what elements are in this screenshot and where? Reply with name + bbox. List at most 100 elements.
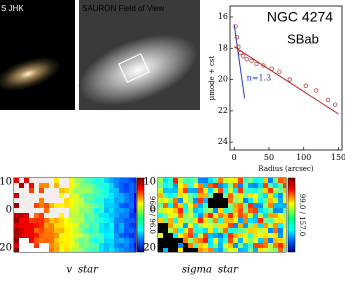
map-cell xyxy=(238,238,244,244)
map-cell xyxy=(198,208,204,214)
map-cell xyxy=(198,233,204,239)
map-cell xyxy=(84,188,90,194)
map-cell xyxy=(223,198,229,204)
map-cell xyxy=(89,188,95,194)
map-cell xyxy=(34,208,40,214)
map-cell xyxy=(243,193,249,199)
map-cell xyxy=(158,203,164,209)
map-cell xyxy=(283,178,286,184)
map-cell xyxy=(208,223,214,229)
map-cell xyxy=(99,228,105,234)
map-cell xyxy=(64,248,70,252)
map-cell xyxy=(129,228,135,234)
map-cell xyxy=(173,248,179,252)
map-cell xyxy=(134,218,136,224)
map-cell xyxy=(283,243,286,249)
map-cell xyxy=(89,238,95,244)
map-cell xyxy=(248,233,254,239)
map-cell xyxy=(64,178,70,184)
map-cell xyxy=(19,203,25,209)
map-cell xyxy=(168,228,174,234)
map-cell xyxy=(233,228,239,234)
map-cell xyxy=(49,208,55,214)
map-cell xyxy=(49,183,55,189)
map-cell xyxy=(203,208,209,214)
map-cell xyxy=(84,218,90,224)
map-cell xyxy=(49,223,55,229)
map-cell xyxy=(74,183,80,189)
map-cell xyxy=(278,233,284,239)
map-cell xyxy=(64,238,70,244)
map-cell xyxy=(39,203,45,209)
map-cell xyxy=(59,188,65,194)
map-cell xyxy=(64,213,70,219)
map-cell xyxy=(238,218,244,224)
map-tick: 20 xyxy=(143,243,156,254)
galaxy-image xyxy=(0,0,75,110)
map-cell xyxy=(278,228,284,234)
map-cell xyxy=(119,243,125,249)
map-cell xyxy=(208,233,214,239)
map-cell xyxy=(268,243,274,249)
map-cell xyxy=(34,188,40,194)
map-caption: v xyxy=(66,265,72,276)
map-cell xyxy=(34,233,40,239)
map-cell xyxy=(109,238,115,244)
map-cell xyxy=(119,188,125,194)
map-cell xyxy=(49,203,55,209)
map-cell xyxy=(203,223,209,229)
map-cell xyxy=(89,208,95,214)
fit-line xyxy=(233,24,246,99)
map-cell xyxy=(213,223,219,229)
map-cell xyxy=(268,233,274,239)
map-cell xyxy=(213,238,219,244)
map-cell xyxy=(203,193,209,199)
map-cell xyxy=(109,213,115,219)
y-tick-label: 18 xyxy=(218,43,228,52)
map-cell xyxy=(124,183,130,189)
map-cell xyxy=(29,208,35,214)
map-cell xyxy=(19,213,25,219)
map-cell xyxy=(94,203,100,209)
map-cell xyxy=(158,228,164,234)
map-cell xyxy=(29,198,35,204)
map-cell xyxy=(74,243,80,249)
map-cell xyxy=(168,203,174,209)
map-cell xyxy=(79,238,85,244)
map-cell xyxy=(263,188,269,194)
map-cell xyxy=(258,183,264,189)
map-cell xyxy=(178,188,184,194)
annotation: n=1.3 xyxy=(247,73,272,82)
map-cell xyxy=(84,208,90,214)
x-axis-label: Radius (arcsec) xyxy=(258,165,313,173)
map-cell xyxy=(158,218,164,224)
map-cell xyxy=(218,243,224,249)
map-cell xyxy=(253,228,259,234)
map-cell xyxy=(258,228,264,234)
map-cell xyxy=(183,223,189,229)
map-cell xyxy=(64,243,70,249)
map-cell xyxy=(268,208,274,214)
map-cell xyxy=(104,188,110,194)
map-cell xyxy=(54,188,60,194)
map-cell xyxy=(99,188,105,194)
map-cell xyxy=(283,233,286,239)
map-cell xyxy=(39,188,45,194)
map-cell xyxy=(54,238,60,244)
map-cell xyxy=(59,228,65,234)
map-cell xyxy=(54,203,60,209)
map-cell xyxy=(74,193,80,199)
map-cell xyxy=(129,198,135,204)
map-cell xyxy=(158,178,164,184)
map-cell xyxy=(99,193,105,199)
map-cell xyxy=(278,193,284,199)
map-cell xyxy=(208,203,214,209)
map-cell xyxy=(273,218,279,224)
map-cell xyxy=(89,178,95,184)
map-caption-sub: star xyxy=(218,265,239,276)
map-cell xyxy=(203,203,209,209)
map-cell xyxy=(99,243,105,249)
map-cell xyxy=(158,233,164,239)
map-cell xyxy=(14,178,20,184)
map-cell xyxy=(14,188,20,194)
